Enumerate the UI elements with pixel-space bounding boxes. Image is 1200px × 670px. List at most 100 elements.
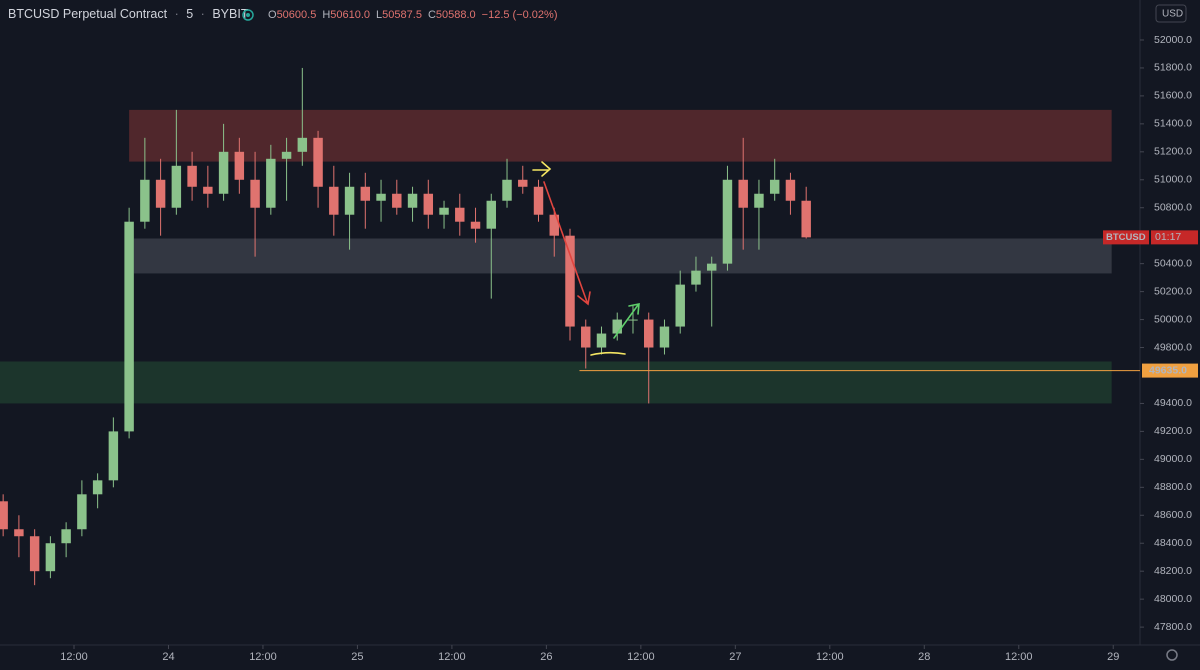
y-tick-label: 51000.0	[1154, 174, 1192, 186]
ohlc-key: L	[376, 9, 382, 21]
candle-body	[801, 200, 811, 238]
candle-body	[329, 186, 339, 215]
candle-body	[187, 165, 197, 187]
change: −12.5 (−0.02%)	[482, 9, 558, 21]
x-tick-label: 12:00	[1005, 651, 1033, 663]
y-tick-label: 47800.0	[1154, 621, 1192, 633]
x-tick-label: 28	[918, 651, 930, 663]
candle-body	[376, 193, 386, 201]
candle-body	[549, 214, 559, 236]
candle-body	[14, 529, 24, 537]
candle-body	[250, 179, 260, 208]
candle-body	[360, 186, 371, 201]
currency[interactable]: USD	[1162, 9, 1183, 20]
y-tick-label: 50800.0	[1154, 202, 1192, 214]
currency-button[interactable]: USD	[1155, 4, 1187, 23]
candle-body	[392, 193, 402, 208]
settings-icon[interactable]	[1166, 649, 1178, 661]
candle-body	[691, 270, 701, 285]
price-line-label: 49635.0	[1149, 364, 1187, 376]
red-arrow	[543, 181, 591, 306]
y-tick-label: 48400.0	[1154, 537, 1192, 549]
candle-body	[108, 431, 119, 481]
candle-body	[407, 193, 418, 208]
candle-body	[0, 501, 8, 530]
candle-body	[29, 536, 40, 572]
x-tick-label: 24	[162, 651, 174, 663]
x-tick-label: 26	[540, 651, 552, 663]
zone	[129, 109, 1112, 162]
y-tick-label: 48600.0	[1154, 509, 1192, 521]
candle-body	[518, 179, 528, 187]
candle-body	[486, 200, 496, 229]
y-tick-label: 49200.0	[1154, 425, 1192, 437]
ohlc-value: 50600.5	[277, 9, 317, 21]
candle-body	[581, 326, 591, 348]
price-tag-countdown-box	[1151, 230, 1198, 245]
candle-body	[628, 319, 638, 321]
ohlc-value: 50588.0	[436, 9, 476, 21]
y-tick-label: 48000.0	[1154, 593, 1192, 605]
y-tick-label: 51600.0	[1154, 90, 1192, 102]
candle-body	[706, 263, 717, 271]
candle-body	[297, 137, 308, 152]
candle-body	[565, 235, 575, 327]
y-tick-label: 49400.0	[1154, 397, 1192, 409]
separator: ·	[201, 7, 205, 21]
candle-body	[77, 494, 87, 530]
settings[interactable]	[1166, 649, 1178, 661]
ohlc-value: 50587.5	[382, 9, 422, 21]
green-arrow	[613, 303, 640, 339]
candle-body	[769, 179, 780, 194]
candle-body	[155, 179, 166, 208]
candles	[0, 67, 811, 586]
candle-body	[124, 221, 134, 432]
candle-body	[754, 193, 764, 208]
x-tick-label: 12:00	[438, 651, 466, 663]
candle-body	[423, 193, 434, 215]
currency-box[interactable]	[1155, 4, 1187, 23]
y-tick-label: 48200.0	[1154, 565, 1192, 577]
price-line-tag	[1142, 363, 1198, 378]
y-tick-label: 49800.0	[1154, 341, 1192, 353]
annotations	[532, 161, 640, 356]
title: BTCUSD Perpetual Contract	[8, 7, 168, 21]
candle-body	[61, 529, 71, 544]
candle-body	[596, 333, 607, 348]
y-tick-label: 51200.0	[1154, 146, 1192, 158]
x-tick-label: 12:00	[249, 651, 277, 663]
x-tick-label: 27	[729, 651, 741, 663]
candle-body	[203, 186, 213, 194]
zone	[133, 238, 1112, 274]
candle-body	[92, 480, 103, 495]
y-tick-label: 50400.0	[1154, 257, 1192, 269]
x-tick-label: 12:00	[816, 651, 844, 663]
overlay: 49635.0 BTCUSD 01:17	[579, 230, 1198, 378]
ohlc-value: 50610.0	[330, 9, 370, 21]
price-tag-symbol-box	[1103, 230, 1149, 245]
x-tick-label: 29	[1107, 651, 1119, 663]
interval: 5	[186, 7, 193, 21]
y-tick-label: 48800.0	[1154, 481, 1192, 493]
candle-body	[439, 207, 449, 215]
zone	[0, 361, 1112, 404]
candle-body	[455, 207, 465, 222]
candle-body	[344, 186, 355, 215]
separator: ·	[175, 7, 179, 21]
price-tag-symbol: BTCUSD	[1106, 232, 1146, 243]
x-tick-label: 12:00	[60, 651, 88, 663]
x-tick-label: 12:00	[627, 651, 655, 663]
candle-body	[533, 186, 544, 215]
ohlc-legend: O50600.5 H50610.0 L50587.5 C50588.0 −12.5 (−…	[268, 9, 558, 21]
y-tick-label: 49000.0	[1154, 453, 1192, 465]
candle-body	[171, 165, 182, 208]
status-dot[interactable]	[242, 9, 254, 21]
zones	[0, 109, 1112, 404]
candle-body	[140, 179, 150, 222]
candle-body	[45, 543, 56, 572]
yellow-line	[590, 351, 626, 356]
header: BTCUSD Perpetual Contract · 5 · BYBIT O5…	[8, 7, 558, 21]
candle-body	[644, 319, 654, 348]
